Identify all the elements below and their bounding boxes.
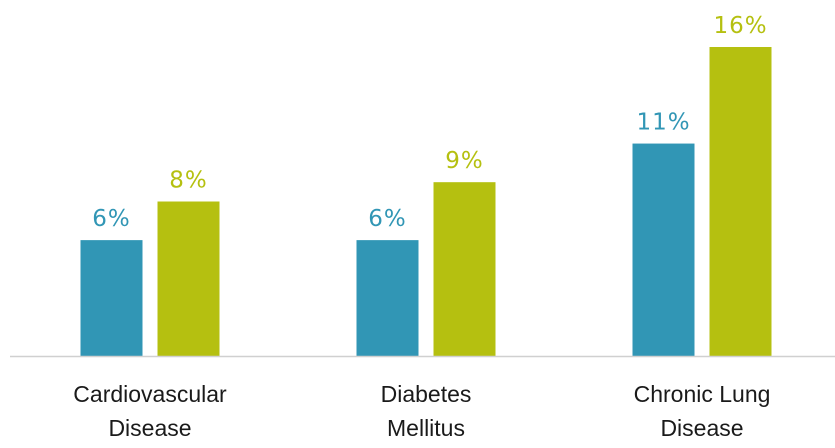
bar bbox=[80, 240, 143, 356]
category-label: Cardiovascular bbox=[73, 381, 227, 407]
bar bbox=[709, 47, 772, 356]
bar bbox=[356, 240, 419, 356]
category-labels-group: Cardiovascular Disease Diabetes Mellitus Chr… bbox=[73, 381, 770, 441]
category-label: Diabetes bbox=[381, 381, 472, 407]
data-label: 9% bbox=[445, 148, 484, 174]
data-label: 8% bbox=[169, 168, 208, 194]
bar bbox=[157, 201, 220, 356]
category-label: Disease bbox=[660, 415, 743, 441]
data-label: 11% bbox=[636, 110, 690, 136]
bars-group bbox=[80, 47, 772, 356]
data-label: 16% bbox=[713, 13, 767, 39]
data-label: 6% bbox=[368, 206, 407, 232]
bar bbox=[433, 182, 496, 356]
data-label: 6% bbox=[92, 206, 131, 232]
data-labels-group: 6% 8% 6% 9% 11% 16% bbox=[92, 13, 767, 232]
category-label: Disease bbox=[108, 415, 191, 441]
category-label: Chronic Lung bbox=[634, 381, 771, 407]
category-label: Mellitus bbox=[387, 415, 465, 441]
bar bbox=[632, 143, 695, 356]
